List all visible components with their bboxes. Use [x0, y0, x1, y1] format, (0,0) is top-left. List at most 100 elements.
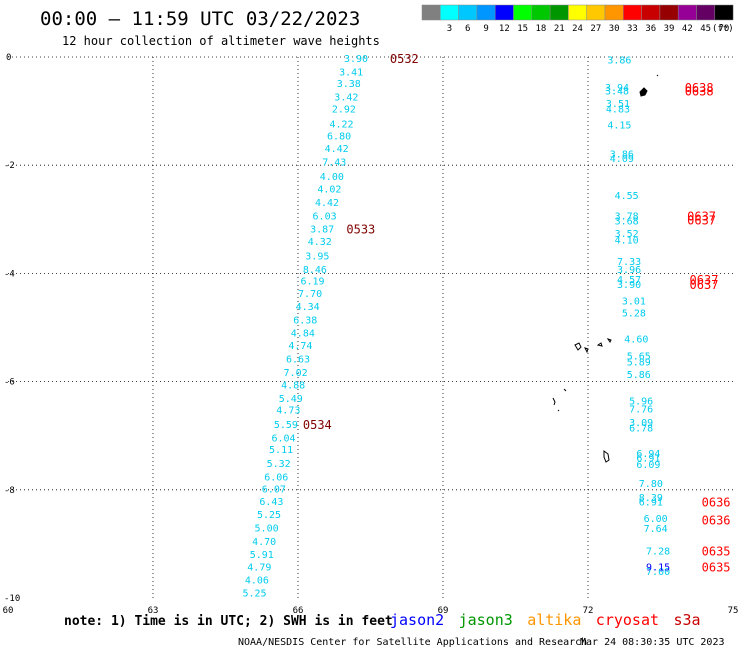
wave-height-point: 5.59	[274, 420, 298, 431]
wave-height-point: 4.55	[615, 191, 639, 202]
wave-height-point: 4.42	[325, 144, 349, 155]
wave-height-point: 4.00	[320, 172, 344, 183]
colorbar-swatch	[623, 4, 642, 21]
satellite-legend-altika: altika	[527, 611, 581, 629]
wave-height-point: 4.74	[288, 341, 312, 352]
satellite-legend-jason3: jason3	[459, 611, 513, 629]
wave-height-point: 3.94	[605, 83, 629, 94]
y-tick-label: -8	[4, 486, 15, 496]
colorbar-swatch	[568, 4, 587, 21]
colorbar-label: 24	[572, 24, 583, 34]
colorbar-label: 39	[664, 24, 675, 34]
wave-height-point: 6.00	[644, 514, 668, 525]
x-tick-label: 69	[438, 606, 449, 616]
colorbar-swatch	[641, 4, 661, 21]
wave-height-point: 5.86	[627, 370, 651, 381]
x-tick-label: 75	[728, 606, 739, 616]
colorbar-label: 70	[719, 24, 730, 34]
wave-height-point: 4.42	[315, 198, 339, 209]
wave-height-point: 4.73	[276, 406, 300, 417]
colorbar-swatch	[494, 4, 514, 21]
chart-subtitle: 12 hour collection of altimeter wave hei…	[62, 34, 380, 48]
colorbar-swatch	[659, 4, 679, 21]
wave-height-point: 4.34	[296, 302, 320, 313]
satellite-legend-cryosat: cryosat	[596, 611, 659, 629]
colorbar-swatch	[696, 4, 716, 21]
satellite-legend: jason2 jason3 altika cryosat s3a	[390, 611, 701, 629]
axis-tick-labels: 60 63 66 69 72 75 0 -2 -4 -6 -8 -10	[3, 53, 739, 616]
wave-height-point: 8.39	[639, 493, 663, 504]
colorbar-swatch	[476, 4, 496, 21]
colorbar-legend: 3 6 9 12 15 18 21 24 27 30 33 36 39 42 45 70	[421, 4, 734, 34]
wave-height-point: 5.65	[627, 352, 651, 363]
wave-height-point: 6.63	[286, 354, 310, 365]
time-label: 0637	[690, 273, 719, 287]
colorbar-label: 45	[700, 24, 711, 34]
wave-height-point: 4.88	[281, 380, 305, 391]
x-tick-label: 63	[148, 606, 159, 616]
wave-height-point: 4.57	[617, 275, 641, 286]
wave-height-point: 3.48	[605, 87, 629, 98]
wave-height-point: 6.43	[259, 497, 283, 508]
time-label: 0636	[702, 514, 731, 528]
wave-height-point: 3.42	[334, 92, 358, 103]
wave-height-point: 6.04	[271, 433, 295, 444]
wave-height-point: 7.70	[298, 289, 322, 300]
footer-credit: NOAA/NESDIS Center for Satellite Applica…	[238, 637, 587, 648]
satellite-legend-jason2: jason2	[390, 611, 444, 629]
island-shape	[552, 397, 556, 406]
colorbar-label: 30	[609, 24, 620, 34]
wave-height-point: 4.22	[329, 120, 353, 131]
wave-height-point: 7.64	[644, 524, 668, 535]
time-label: 0534	[303, 418, 332, 432]
wave-height-point: 3.86	[610, 149, 634, 160]
colorbar-label: 36	[645, 24, 656, 34]
colorbar-label: 27	[590, 24, 601, 34]
wave-height-point: 7.02	[284, 368, 308, 379]
colorbar-swatch	[421, 4, 441, 21]
wave-height-point: 7.43	[322, 157, 346, 168]
colorbar-swatch	[458, 4, 478, 21]
wave-height-point: 5.25	[242, 589, 266, 600]
colorbar-swatch	[586, 4, 606, 21]
time-label: 0532	[390, 52, 419, 66]
wave-height-labels: 3.90 3.413.38 3.422.92 4.226.80 4.42 7.43 4.00…	[242, 54, 670, 600]
wave-height-point: 6.38	[293, 315, 317, 326]
wave-height-point: 5.96	[629, 397, 653, 408]
y-tick-label: 0	[6, 53, 11, 63]
wave-height-point: 5.32	[267, 459, 291, 470]
colorbar-swatch	[440, 4, 459, 21]
colorbar-swatch	[549, 4, 569, 21]
wave-height-point: 4.15	[607, 121, 631, 132]
island-shape	[596, 342, 603, 347]
wave-height-point: 3.90	[617, 280, 641, 291]
wave-height-point: 6.07	[262, 485, 286, 496]
y-tick-label: -4	[4, 269, 15, 279]
island-shape	[574, 342, 582, 351]
wave-height-point: 4.60	[624, 334, 648, 345]
time-label: 0637	[690, 278, 719, 292]
colorbar-label: 15	[517, 24, 528, 34]
wave-height-point: 3.01	[622, 296, 646, 307]
plot-area: 60 63 66 69 72 75 0 -2 -4 -6 -8 -10 3.90 3.413.38 3.4…	[3, 52, 739, 616]
wave-height-point: 3.96	[617, 265, 641, 276]
time-labels: 0532053305340638063806370637063706370636…	[303, 52, 731, 575]
colorbar-swatch	[677, 4, 697, 21]
wave-height-point: 4.70	[252, 537, 276, 548]
wave-height-point: 5.28	[622, 308, 646, 319]
wave-height-point: 2.92	[332, 104, 356, 115]
colorbar-label: 9	[483, 24, 488, 34]
wave-height-point: 6.91	[636, 453, 660, 464]
colorbar-swatch	[714, 4, 734, 21]
satellite-legend-s3a: s3a	[674, 611, 701, 629]
time-label: 0635	[702, 544, 731, 558]
wave-height-point: 5.49	[279, 394, 303, 405]
wave-height-point: 7.28	[646, 546, 670, 557]
footer-note: note: 1) Time is in UTC; 2) SWH is in fe…	[64, 614, 393, 629]
wave-height-point: 3.95	[305, 252, 329, 263]
time-label: 0637	[687, 213, 716, 227]
time-label: 0638	[685, 81, 714, 95]
wave-height-point: 6.06	[264, 472, 288, 483]
wave-height-point: 7.00	[646, 567, 670, 578]
wave-height-point: 4.79	[247, 563, 271, 574]
